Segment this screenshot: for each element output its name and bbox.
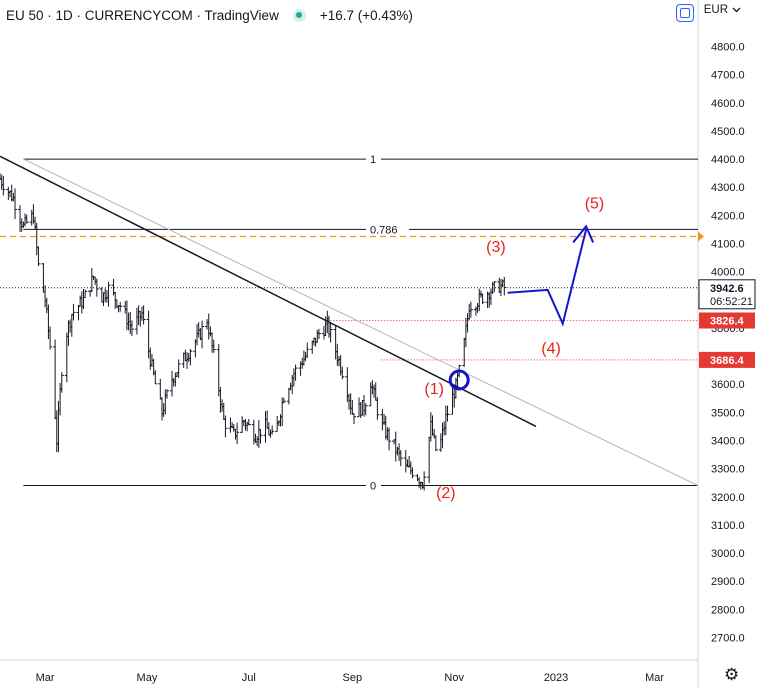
fib-label-bg xyxy=(366,222,409,236)
wave-label: (2) xyxy=(436,485,456,502)
price-tick-label: 4400.0 xyxy=(711,154,745,166)
trendline-gray xyxy=(23,158,699,486)
price-tick-label: 4700.0 xyxy=(711,70,745,82)
price-tick-label: 3400.0 xyxy=(711,435,745,447)
countdown-label: 06:52:21 xyxy=(710,296,753,308)
breakout-circle-marker xyxy=(448,369,470,391)
wave-label: (1) xyxy=(424,381,444,398)
symbol-title: EU 50 · 1D · CURRENCYCOM · TradingView xyxy=(6,7,279,23)
price-change: +16.7 (+0.43%) xyxy=(319,7,413,23)
compare-icon[interactable] xyxy=(676,4,694,22)
wave-label: (3) xyxy=(486,239,506,256)
fib-level-label: 0 xyxy=(370,481,376,493)
price-tick-label: 2700.0 xyxy=(711,632,745,644)
price-tick-label: 3500.0 xyxy=(711,407,745,419)
price-tick-label: 4600.0 xyxy=(711,98,745,110)
price-tick-label: 2800.0 xyxy=(711,604,745,616)
time-tick-label: May xyxy=(137,672,158,684)
gear-icon[interactable]: ⚙ xyxy=(724,665,740,684)
price-tick-label: 3200.0 xyxy=(711,492,745,504)
price-level-tag: 3826.4 xyxy=(710,315,745,327)
price-level-tag: 3686.4 xyxy=(710,355,745,367)
price-tick-label: 3000.0 xyxy=(711,548,745,560)
fib-level-label: 1 xyxy=(370,154,376,166)
price-tick-label: 4200.0 xyxy=(711,210,745,222)
price-tick-label: 2900.0 xyxy=(711,576,745,588)
fib-label-bg xyxy=(366,478,381,492)
wave-label: (4) xyxy=(541,340,561,357)
projection-arrow-head xyxy=(572,224,595,244)
price-tick-label: 4300.0 xyxy=(711,182,745,194)
trendline-black xyxy=(0,155,537,428)
wave-projection-path xyxy=(507,229,588,327)
time-tick-label: Mar xyxy=(645,672,664,684)
market-open-icon xyxy=(292,8,306,22)
price-tick-label: 3600.0 xyxy=(711,379,745,391)
currency-selector[interactable]: EUR xyxy=(704,4,741,16)
last-price-tag-bg xyxy=(698,279,756,310)
currency-label: EUR xyxy=(703,4,728,16)
time-tick-label: 2023 xyxy=(544,672,568,684)
time-tick-label: Nov xyxy=(444,672,464,684)
chevron-down-icon xyxy=(732,7,741,13)
time-tick-label: Mar xyxy=(36,672,55,684)
orange-level-marker xyxy=(698,231,704,242)
price-tick-label: 4000.0 xyxy=(711,267,745,279)
price-tick-label: 4500.0 xyxy=(711,126,745,138)
fib-label-bg xyxy=(366,152,381,166)
price-tick-label: 3300.0 xyxy=(711,464,745,476)
time-tick-label: Jul xyxy=(242,672,256,684)
chart-header: EU 50 · 1D · CURRENCYCOM · TradingView +… xyxy=(0,4,413,26)
price-tick-label: 3100.0 xyxy=(711,520,745,532)
wave-label: (5) xyxy=(585,195,605,212)
price-tag-bg xyxy=(699,312,755,329)
last-price-tag: 3942.6 xyxy=(710,283,744,295)
price-tick-label: 4100.0 xyxy=(711,239,745,251)
time-tick-label: Sep xyxy=(343,672,363,684)
price-tick-label: 4800.0 xyxy=(711,42,745,54)
fib-level-label: 0.786 xyxy=(370,224,398,236)
price-tag-bg xyxy=(699,351,755,368)
